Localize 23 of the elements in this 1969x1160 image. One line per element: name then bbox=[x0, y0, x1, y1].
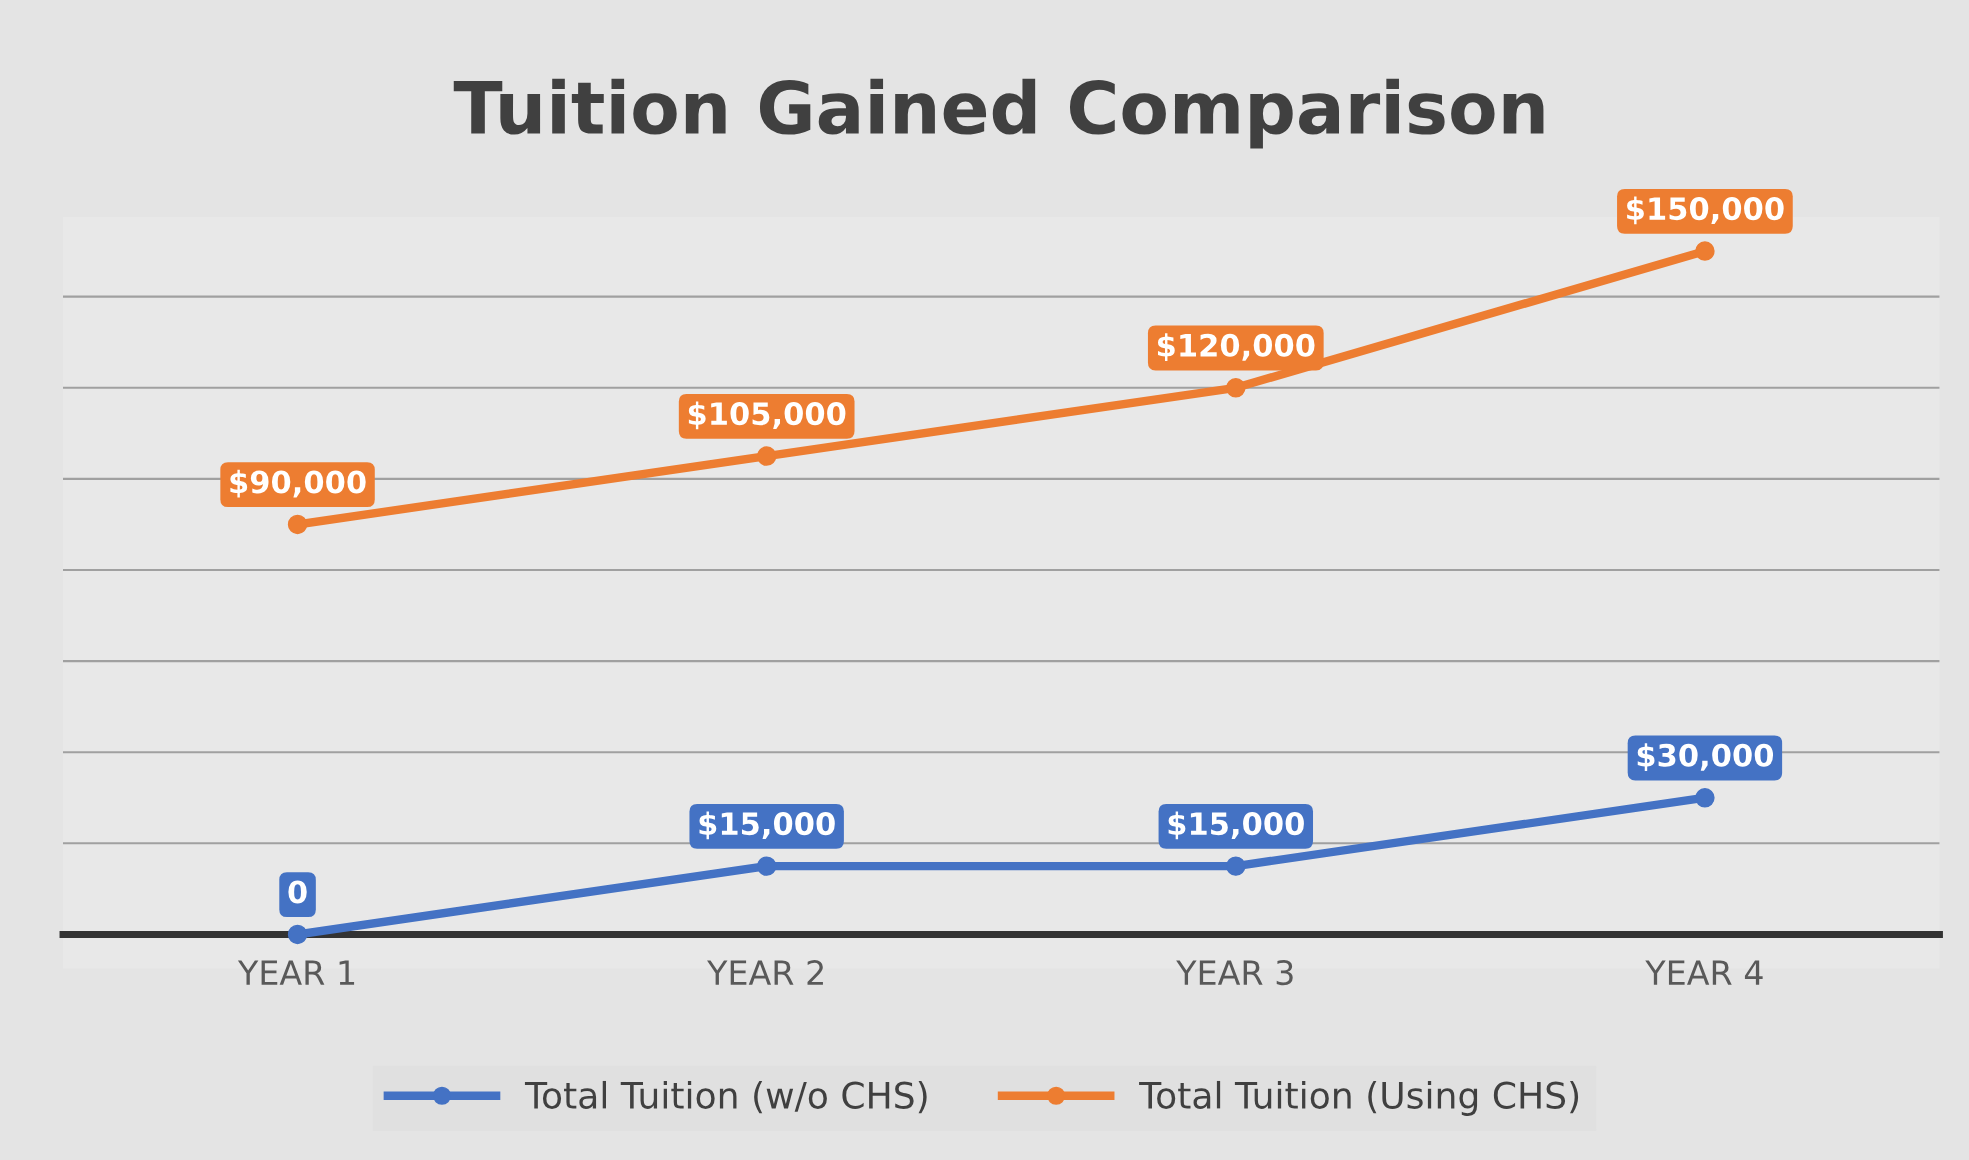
point bbox=[1226, 856, 1246, 876]
legend-label: Total Tuition (w/o CHS) bbox=[524, 1080, 927, 1114]
x-tick-label: YEAR 2 bbox=[707, 960, 823, 985]
point bbox=[287, 514, 308, 535]
x-tick-label: YEAR 3 bbox=[1176, 960, 1293, 986]
data-label: $120,000 bbox=[1157, 333, 1315, 361]
point bbox=[1695, 788, 1715, 808]
legend-label: Total Tuition (Using CHS) bbox=[1139, 1080, 1579, 1116]
x-tick-label: YEAR 1 bbox=[237, 960, 355, 985]
point bbox=[287, 924, 308, 945]
x-tick-label: YEAR 4 bbox=[1645, 960, 1763, 985]
point bbox=[756, 856, 777, 876]
data-label: $90,000 bbox=[230, 469, 366, 498]
point bbox=[1695, 241, 1715, 261]
point bbox=[756, 446, 777, 466]
data-label: $15,000 bbox=[699, 811, 835, 840]
data-label: $105,000 bbox=[688, 401, 846, 430]
data-label: $30,000 bbox=[1637, 743, 1774, 771]
point bbox=[1226, 378, 1246, 398]
chart-title: Tuition Gained Comparison bbox=[453, 78, 1544, 149]
data-label: 0 bbox=[288, 880, 307, 904]
data-label: $150,000 bbox=[1627, 196, 1784, 225]
data-label: $15,000 bbox=[1168, 811, 1304, 840]
